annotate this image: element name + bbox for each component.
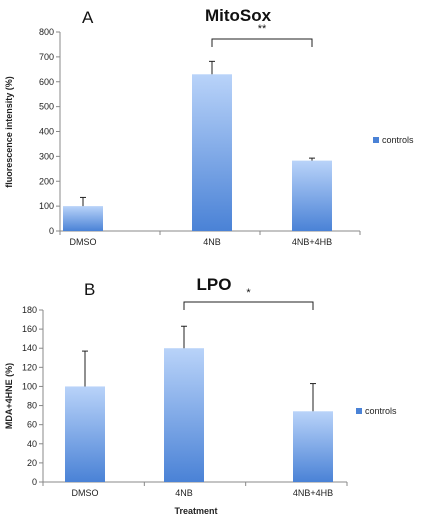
x-tick-labels-mitosox: DMSO 4NB 4NB+4HB: [70, 237, 333, 247]
error-bars-lpo: [82, 325, 316, 412]
y-tick-label: 80: [27, 401, 37, 411]
y-ticks-lpo: 0 20 40 60 80 100 120 140 160 180: [22, 305, 43, 487]
y-tick-label: 140: [22, 343, 37, 353]
significance-bracket: [183, 301, 314, 310]
bar: [192, 74, 232, 231]
x-tick-label: DMSO: [70, 237, 97, 247]
legend-swatch-lpo: [356, 408, 362, 414]
legend-lpo: controls: [356, 406, 397, 416]
y-tick-label: 0: [49, 226, 54, 236]
significance-label: **: [258, 23, 267, 35]
y-tick-label: 800: [39, 27, 54, 37]
bar: [164, 348, 204, 482]
y-tick-label: 300: [39, 151, 54, 161]
y-tick-label: 20: [27, 458, 37, 468]
y-tick-label: 600: [39, 77, 54, 87]
y-tick-label: 700: [39, 52, 54, 62]
bar: [293, 411, 333, 482]
y-tick-label: 120: [22, 362, 37, 372]
y-tick-label: 160: [22, 324, 37, 334]
y-axis-title-mitosox: fluorescence intensity (%): [4, 76, 14, 188]
x-tick-label: 4NB: [203, 237, 221, 247]
legend-mitosox: controls: [373, 135, 414, 145]
significance-bracket: [211, 38, 313, 47]
bars-lpo: [65, 348, 333, 482]
legend-label-lpo: controls: [365, 406, 397, 416]
bars-mitosox: [63, 74, 332, 231]
panel-letter-b: B: [84, 280, 95, 299]
x-tick-label: 4NB: [175, 488, 193, 498]
significance-mitosox: **: [211, 23, 313, 47]
bar: [63, 206, 103, 231]
y-tick-label: 60: [27, 420, 37, 430]
x-tick-label: 4NB+4HB: [292, 237, 332, 247]
y-tick-label: 100: [22, 381, 37, 391]
y-tick-label: 180: [22, 305, 37, 315]
y-tick-label: 0: [32, 477, 37, 487]
y-tick-label: 400: [39, 127, 54, 137]
bar: [65, 386, 105, 482]
significance-label: *: [246, 287, 251, 299]
significance-lpo: *: [183, 287, 314, 310]
chart-title-mitosox: MitoSox: [205, 6, 272, 25]
legend-label-mitosox: controls: [382, 135, 414, 145]
x-tick-labels-lpo: DMSO 4NB 4NB+4HB: [72, 488, 334, 498]
y-tick-label: 500: [39, 102, 54, 112]
x-tick-label: 4NB+4HB: [293, 488, 333, 498]
legend-swatch-mitosox: [373, 137, 379, 143]
y-tick-label: 40: [27, 439, 37, 449]
chart-mitosox: A MitoSox fluorescence intensity (%) 0 10…: [4, 6, 414, 247]
x-axis-title-lpo: Treatment: [174, 506, 217, 516]
error-bars-mitosox: [80, 60, 315, 207]
bar: [292, 160, 332, 231]
y-tick-label: 100: [39, 201, 54, 211]
panel-letter-a: A: [82, 8, 94, 27]
chart-lpo: B LPO MDA+4HNE (%) Treatment 0 20 40 60 80 10…: [4, 275, 397, 516]
chart-title-lpo: LPO: [197, 275, 232, 294]
y-tick-label: 200: [39, 176, 54, 186]
x-tick-label: DMSO: [72, 488, 99, 498]
y-axis-title-lpo: MDA+4HNE (%): [4, 363, 14, 429]
y-ticks-mitosox: 0 100 200 300 400 500 600 700 800: [39, 27, 60, 236]
